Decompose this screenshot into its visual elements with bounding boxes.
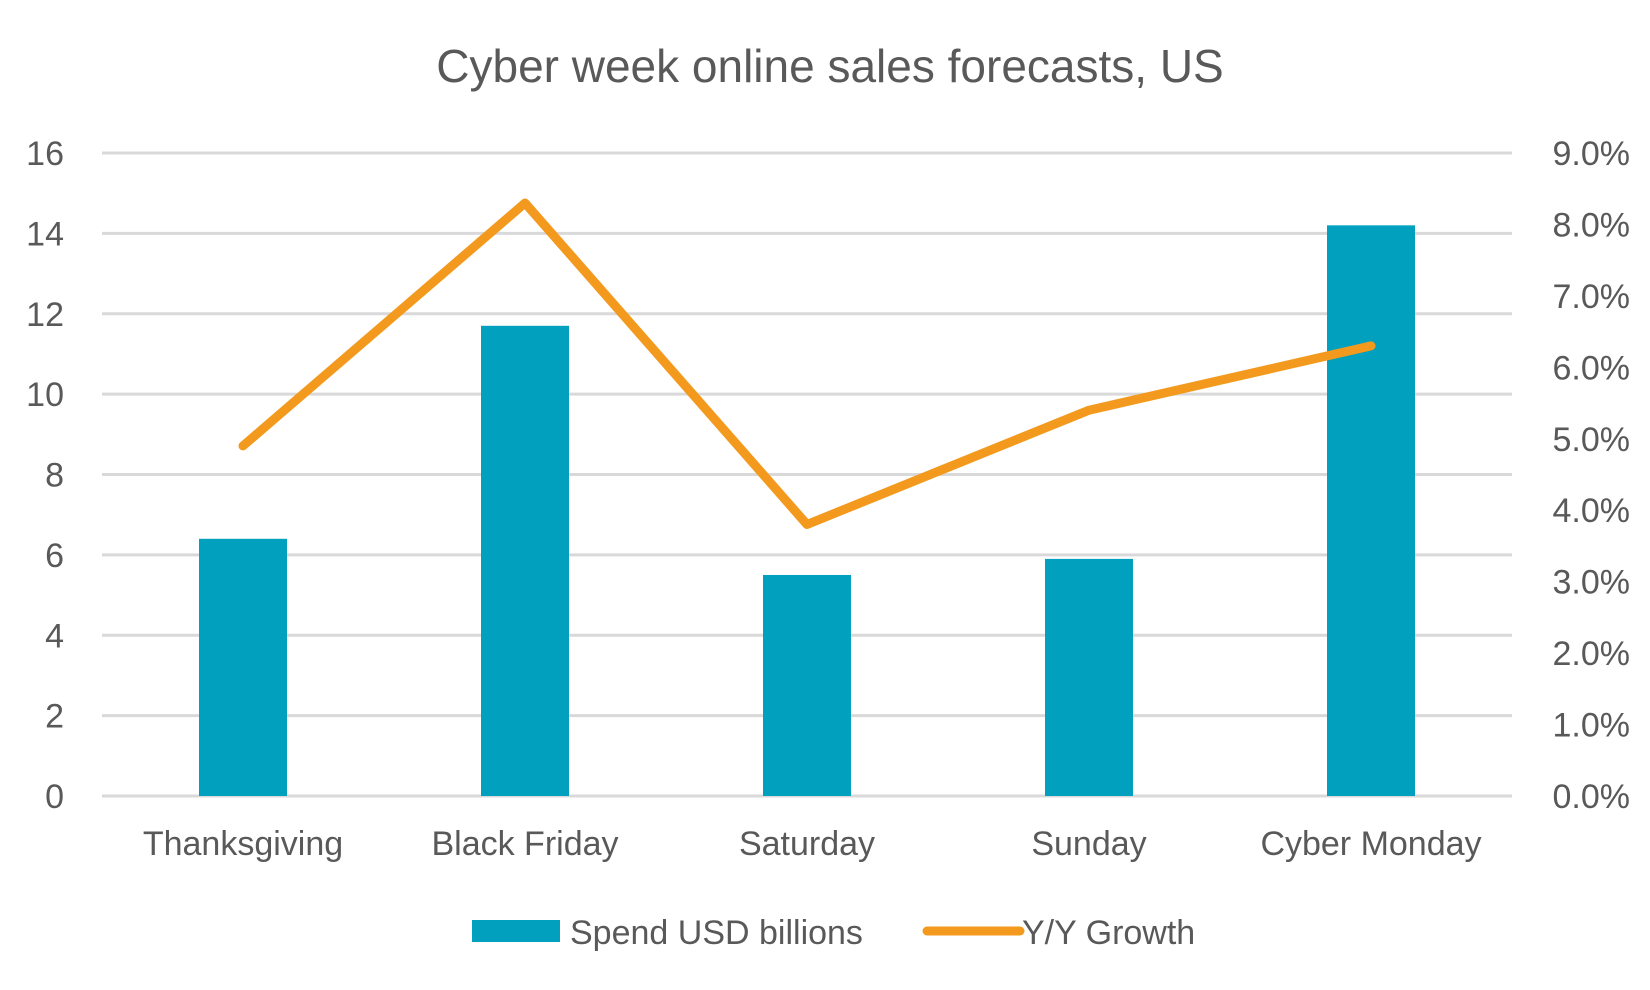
bar-series (199, 225, 1415, 796)
gridlines (102, 151, 1512, 798)
category-label: Saturday (739, 825, 875, 863)
line-point (524, 202, 526, 204)
left-tick-label: 8 (45, 457, 64, 495)
left-tick-label: 2 (45, 698, 64, 736)
right-tick-label: 6.0% (1553, 349, 1631, 387)
right-tick-label: 9.0% (1553, 135, 1631, 173)
left-axis: 0 2 4 6 8 10 12 14 16 (26, 135, 64, 816)
right-tick-label: 4.0% (1553, 492, 1631, 530)
line-series (238, 198, 1376, 529)
bar (481, 325, 569, 796)
chart-title: Cyber week online sales forecasts, US (436, 40, 1223, 92)
category-label: Cyber Monday (1260, 825, 1481, 863)
legend-label-growth: Y/Y Growth (1022, 914, 1195, 952)
left-tick-label: 0 (45, 778, 64, 816)
right-axis: 0.0% 1.0% 2.0% 3.0% 4.0% 5.0% 6.0% 7.0% 8.0% 9.0% (1553, 135, 1631, 816)
legend-label-spend: Spend USD billions (570, 914, 863, 952)
right-tick-label: 2.0% (1553, 635, 1631, 673)
x-axis: Thanksgiving Black Friday Saturday Sunday Cy… (143, 825, 1482, 863)
left-tick-label: 16 (26, 135, 64, 173)
left-tick-label: 10 (26, 376, 64, 414)
right-tick-label: 7.0% (1553, 278, 1631, 316)
bar (763, 574, 851, 796)
right-tick-label: 5.0% (1553, 421, 1631, 459)
right-tick-label: 8.0% (1553, 206, 1631, 244)
bar (1045, 558, 1133, 796)
right-tick-label: 1.0% (1553, 707, 1631, 745)
right-tick-label: 0.0% (1553, 778, 1631, 816)
line-point (806, 524, 808, 526)
category-label: Thanksgiving (143, 825, 343, 863)
line-point (1088, 409, 1090, 411)
left-tick-label: 6 (45, 537, 64, 575)
left-tick-label: 14 (26, 215, 64, 253)
bar (199, 538, 287, 796)
bar (1327, 225, 1415, 796)
legend: Spend USD billions Y/Y Growth (472, 914, 1195, 952)
left-tick-label: 4 (45, 617, 64, 655)
right-tick-label: 3.0% (1553, 564, 1631, 602)
category-label: Black Friday (431, 825, 618, 863)
growth-line (238, 198, 1376, 529)
legend-swatch-spend (472, 920, 560, 942)
line-point (242, 445, 244, 447)
line-point (1370, 345, 1372, 347)
left-tick-label: 12 (26, 296, 64, 334)
category-label: Sunday (1031, 825, 1146, 863)
